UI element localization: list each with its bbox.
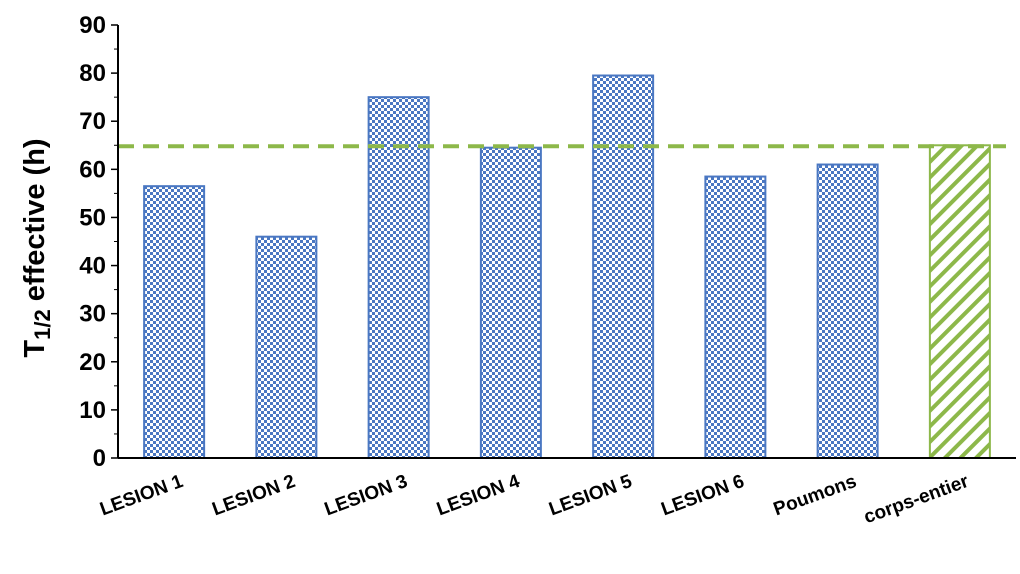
x-category-label: Poumons	[771, 471, 860, 520]
x-category-label: LESION 1	[97, 471, 186, 520]
x-category-label: LESION 4	[434, 471, 523, 520]
x-category-label: LESION 3	[322, 471, 411, 520]
y-tick-label: 0	[93, 445, 106, 472]
bar-poumons	[816, 163, 879, 459]
y-tick-label: 30	[79, 301, 106, 328]
bar-lesion-3	[367, 96, 430, 460]
y-tick-label: 90	[79, 12, 106, 39]
y-tick-label: 10	[79, 397, 106, 424]
x-category-label: LESION 2	[210, 471, 299, 520]
x-category-label: corps-entier	[861, 471, 972, 528]
y-tick-label: 70	[79, 108, 106, 135]
y-axis-title-subscript: 1/2	[30, 309, 55, 340]
y-axis-title: T1/2 effective (h)	[19, 138, 55, 357]
y-tick-label: 50	[79, 204, 106, 231]
y-axis-title-suffix: effective (h)	[19, 138, 51, 309]
y-tick-label: 40	[79, 253, 106, 280]
bar-lesion-4	[479, 146, 542, 460]
x-category-label: LESION 5	[546, 471, 635, 520]
bar-whole-body	[928, 144, 991, 459]
y-tick-label: 80	[79, 60, 106, 87]
y-axis-title-prefix: T	[19, 340, 51, 358]
y-tick-label: 20	[79, 349, 106, 376]
bar-lesion-5	[592, 74, 655, 460]
bar-lesion-6	[704, 175, 767, 460]
bar-lesion-2	[255, 235, 318, 459]
x-category-label: LESION 6	[659, 471, 748, 520]
bar-lesion-1	[143, 185, 206, 460]
y-tick-label: 60	[79, 156, 106, 183]
